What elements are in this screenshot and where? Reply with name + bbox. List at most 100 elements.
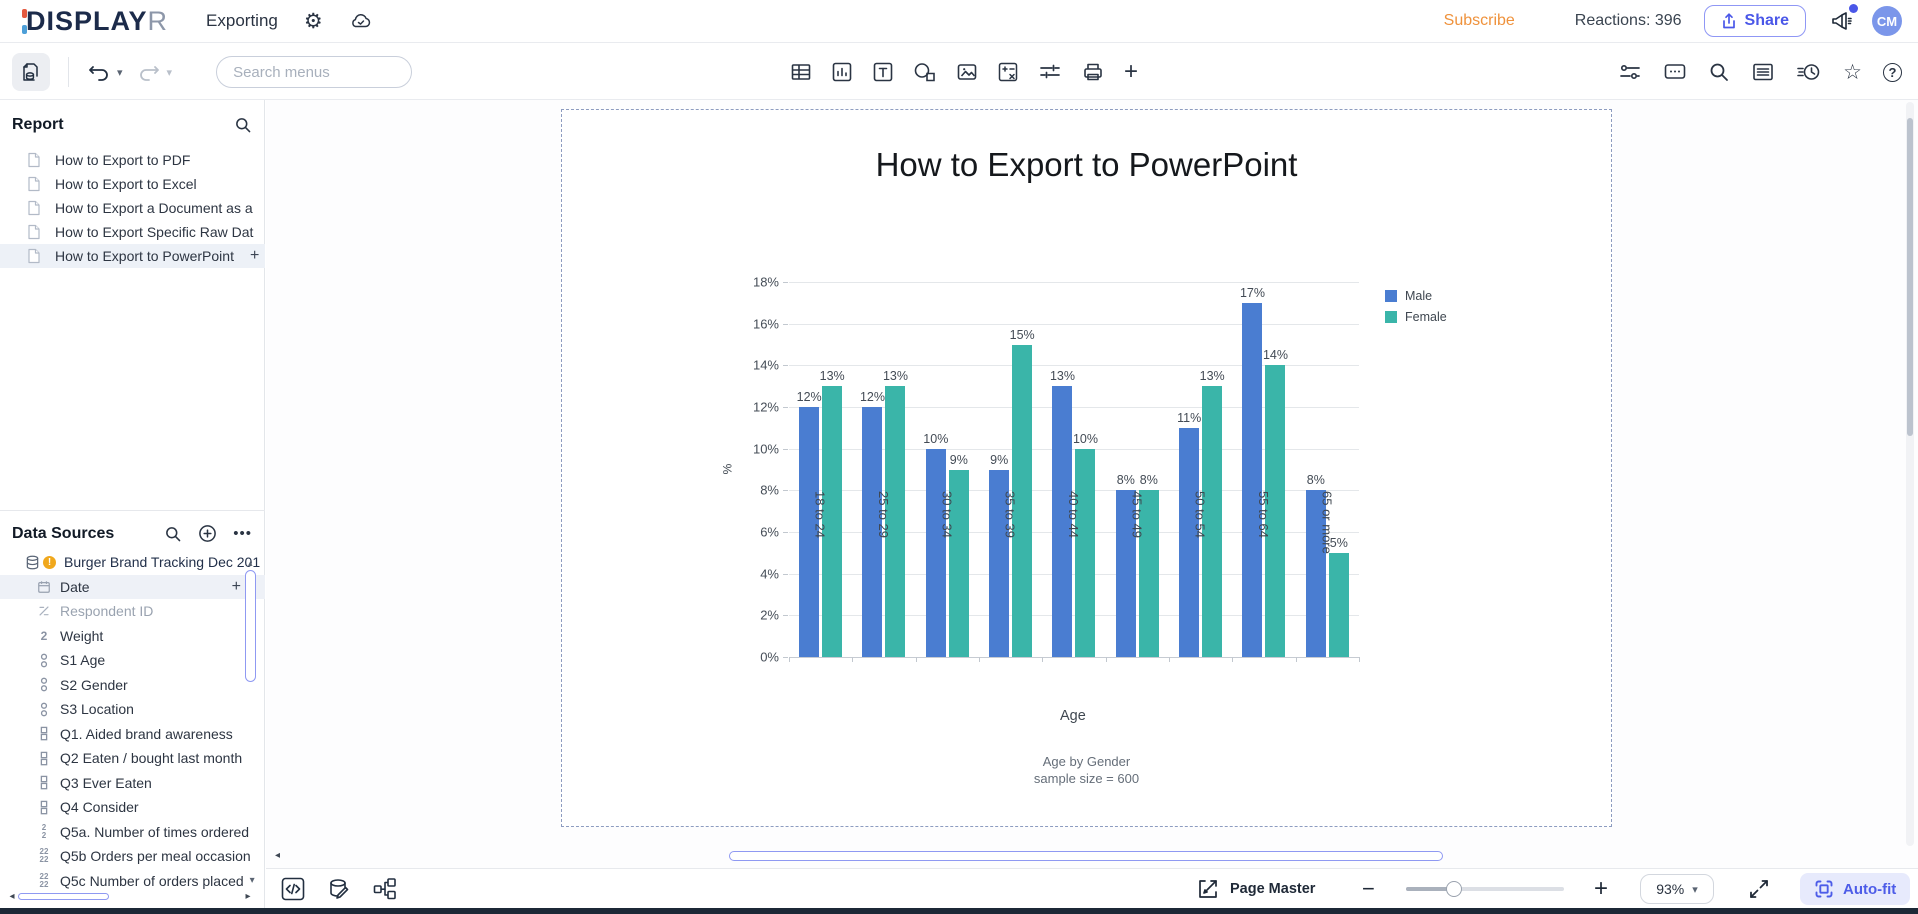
data-source-item[interactable]: 22 22 Q5c Number of orders placed ▾ bbox=[0, 869, 265, 894]
x-axis-category-label: 25 to 29 bbox=[876, 491, 891, 538]
zoom-in-button[interactable]: + bbox=[1594, 875, 1609, 902]
print-icon[interactable] bbox=[1081, 61, 1105, 83]
zoom-slider-thumb[interactable] bbox=[1446, 881, 1462, 897]
numgrid-icon: 22 22 bbox=[39, 871, 49, 889]
redo-button[interactable] bbox=[137, 61, 161, 83]
data-sources-more-icon[interactable]: ••• bbox=[233, 525, 252, 542]
data-source-label: Date bbox=[60, 578, 90, 595]
ds-horizontal-scrollbar[interactable]: ◂ ▸ bbox=[6, 890, 254, 902]
data-source-item[interactable]: S3 Location bbox=[0, 697, 265, 722]
gridline bbox=[789, 365, 1359, 367]
y-axis-tick-label: 10% bbox=[752, 441, 779, 457]
insert-image-icon[interactable] bbox=[956, 61, 978, 83]
add-variable-button[interactable]: + bbox=[231, 577, 241, 595]
settings-gear-icon[interactable]: ⚙ bbox=[303, 9, 323, 33]
share-button[interactable]: Share bbox=[1703, 5, 1806, 37]
add-more-icon[interactable]: + bbox=[1124, 58, 1139, 85]
male-bar: 11% bbox=[1177, 411, 1201, 657]
data-source-item[interactable]: Respondent ID bbox=[0, 599, 265, 624]
data-source-item[interactable]: 2 Weight bbox=[0, 624, 265, 649]
insert-shape-icon[interactable] bbox=[913, 61, 937, 83]
filters-sliders-icon[interactable] bbox=[1038, 61, 1062, 83]
data-source-item[interactable]: Q3 Ever Eaten bbox=[0, 771, 265, 796]
data-sources-search-icon[interactable] bbox=[164, 525, 182, 543]
ds-scroll-thumb[interactable] bbox=[18, 892, 109, 900]
data-source-item[interactable]: Q2 Eaten / bought last month bbox=[0, 746, 265, 771]
scroll-right-arrow[interactable]: ▸ bbox=[245, 890, 251, 902]
edit-data-icon[interactable] bbox=[326, 876, 352, 902]
insert-table-icon[interactable] bbox=[790, 61, 812, 83]
bar-group: 9% 15% bbox=[979, 282, 1042, 657]
redo-dropdown-caret[interactable]: ▾ bbox=[166, 66, 173, 79]
data-source-item[interactable]: 2 2 Q5a. Number of times ordered bbox=[0, 820, 265, 845]
report-search-icon[interactable] bbox=[234, 116, 252, 134]
page-master-button[interactable]: Page Master bbox=[1196, 869, 1315, 909]
search-menus-input[interactable] bbox=[216, 56, 413, 88]
data-source-item[interactable]: S2 Gender bbox=[0, 673, 265, 698]
data-source-item[interactable]: S1 Age bbox=[0, 648, 265, 673]
displayr-logo[interactable]: D ISPLAY R bbox=[22, 6, 168, 37]
gridline bbox=[789, 407, 1359, 408]
code-view-icon[interactable] bbox=[280, 876, 306, 902]
canvas-vertical-scrollbar-track[interactable] bbox=[1906, 102, 1914, 846]
zoom-level-dropdown[interactable]: 93% ▾ bbox=[1640, 874, 1714, 904]
exporting-menu[interactable]: Exporting bbox=[206, 11, 278, 30]
data-source-item[interactable]: Q4 Consider bbox=[0, 795, 265, 820]
scroll-left-arrow[interactable]: ◂ bbox=[9, 890, 15, 902]
version-history-icon[interactable] bbox=[1796, 61, 1822, 83]
favorites-star-icon[interactable]: ☆ bbox=[1843, 60, 1862, 84]
search-icon[interactable] bbox=[1708, 61, 1730, 83]
bar-value-label: 13% bbox=[1049, 369, 1075, 384]
insert-chart-icon[interactable] bbox=[831, 61, 853, 83]
bar-value-label: 10% bbox=[1072, 431, 1098, 446]
notes-document-icon[interactable] bbox=[1751, 61, 1775, 83]
data-source-item[interactable]: 22 22 Q5b Orders per meal occasion bbox=[0, 844, 265, 869]
canvas-scroll-left-arrow[interactable]: ◂ bbox=[275, 850, 281, 861]
female-bar: 14% bbox=[1263, 348, 1288, 657]
report-page-item[interactable]: How to Export to PowerPoint + bbox=[0, 244, 265, 268]
report-page[interactable]: How to Export to PowerPoint % 0% 2% 4% 6% 8%… bbox=[561, 109, 1612, 827]
undo-dropdown-caret[interactable]: ▾ bbox=[117, 66, 123, 79]
add-data-source-icon[interactable] bbox=[198, 524, 217, 543]
add-page-button[interactable]: + bbox=[249, 247, 260, 264]
help-icon[interactable]: ? bbox=[1883, 62, 1902, 82]
ds-vertical-scroll-thumb[interactable] bbox=[245, 570, 256, 682]
comments-icon[interactable] bbox=[1663, 61, 1687, 83]
document-canvas[interactable]: How to Export to PowerPoint % 0% 2% 4% 6% 8%… bbox=[266, 100, 1918, 868]
announcements-megaphone-icon[interactable] bbox=[1830, 4, 1858, 32]
subscribe-link[interactable]: Subscribe bbox=[1443, 12, 1515, 29]
page-title: How to Export to PowerPoint bbox=[875, 146, 1298, 183]
cloud-status-icon[interactable] bbox=[349, 11, 373, 31]
canvas-vertical-scroll-thumb[interactable] bbox=[1907, 118, 1913, 436]
bar-chart[interactable]: 0% 2% 4% 6% 8% 10% 12% 14% 16% 18% 12% 13% 12% 13% 10%… bbox=[753, 275, 1360, 665]
hierarchy-icon[interactable] bbox=[372, 876, 398, 902]
report-page-item[interactable]: How to Export Specific Raw Dat bbox=[0, 220, 265, 244]
report-page-item[interactable]: How to Export to PDF bbox=[0, 148, 265, 172]
insert-calculation-icon[interactable] bbox=[997, 61, 1019, 83]
data-source-item[interactable]: Q1. Aided brand awareness bbox=[0, 722, 265, 747]
insert-text-icon[interactable] bbox=[872, 61, 894, 83]
data-source-item[interactable]: Date + bbox=[0, 574, 265, 599]
fullscreen-expand-icon[interactable] bbox=[1748, 869, 1770, 909]
report-page-item[interactable]: How to Export a Document as a bbox=[0, 196, 265, 220]
x-axis-category-label: 18 to 24 bbox=[812, 491, 828, 538]
object-settings-icon[interactable] bbox=[1618, 61, 1642, 83]
y-axis-tick-label: 16% bbox=[752, 316, 779, 332]
item-caret-icon: ▾ bbox=[249, 875, 255, 887]
zoom-slider[interactable] bbox=[1406, 881, 1564, 897]
report-page-item[interactable]: How to Export to Excel bbox=[0, 172, 265, 196]
canvas-horizontal-scroll-thumb[interactable] bbox=[729, 851, 1443, 861]
slash-icon bbox=[36, 604, 52, 618]
auto-fit-button[interactable]: Auto-fit bbox=[1800, 873, 1911, 905]
pages-data-button[interactable] bbox=[12, 53, 50, 91]
female-bar: 9% bbox=[948, 453, 969, 657]
ds-scroll-up-arrow[interactable]: ▴ bbox=[248, 558, 253, 568]
user-avatar[interactable]: CM bbox=[1872, 6, 1902, 36]
warning-badge-icon: ! bbox=[43, 555, 56, 569]
undo-button[interactable] bbox=[87, 61, 111, 83]
data-source-label: Q2 Eaten / bought last month bbox=[60, 750, 243, 767]
x-axis-tick-mark bbox=[1169, 657, 1170, 662]
data-source-item[interactable]: ! Burger Brand Tracking Dec 201 bbox=[0, 550, 265, 575]
y-axis-tick-mark bbox=[783, 323, 788, 325]
zoom-out-button[interactable]: − bbox=[1362, 876, 1375, 901]
